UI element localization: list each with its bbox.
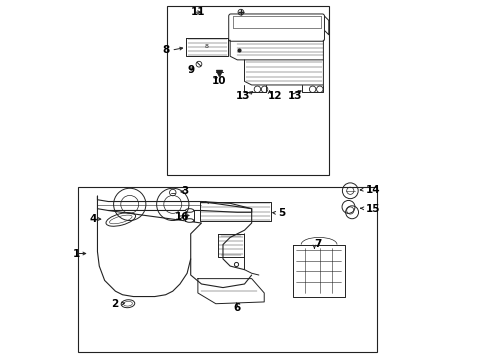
Text: 6: 6 [232, 303, 240, 314]
Text: 4: 4 [89, 214, 97, 224]
Ellipse shape [185, 219, 193, 222]
Text: 9: 9 [187, 64, 195, 75]
Text: 8: 8 [163, 45, 169, 55]
Text: 12: 12 [267, 91, 282, 101]
Text: 5: 5 [278, 208, 285, 218]
Text: 3: 3 [182, 186, 188, 197]
Text: 1: 1 [73, 248, 80, 258]
Text: 16: 16 [174, 212, 189, 221]
Text: 13: 13 [235, 91, 249, 101]
Bar [78, 187, 376, 352]
Text: 2: 2 [111, 299, 118, 309]
Text: 7: 7 [314, 239, 321, 249]
FancyBboxPatch shape [228, 14, 324, 41]
Text: 10: 10 [212, 76, 226, 86]
Text: 13: 13 [287, 91, 302, 101]
Text: 15: 15 [365, 204, 380, 214]
Text: 14: 14 [365, 185, 380, 195]
Ellipse shape [185, 209, 193, 212]
Text: 8: 8 [204, 44, 208, 49]
Text: 11: 11 [190, 7, 205, 17]
Bar [167, 6, 328, 175]
